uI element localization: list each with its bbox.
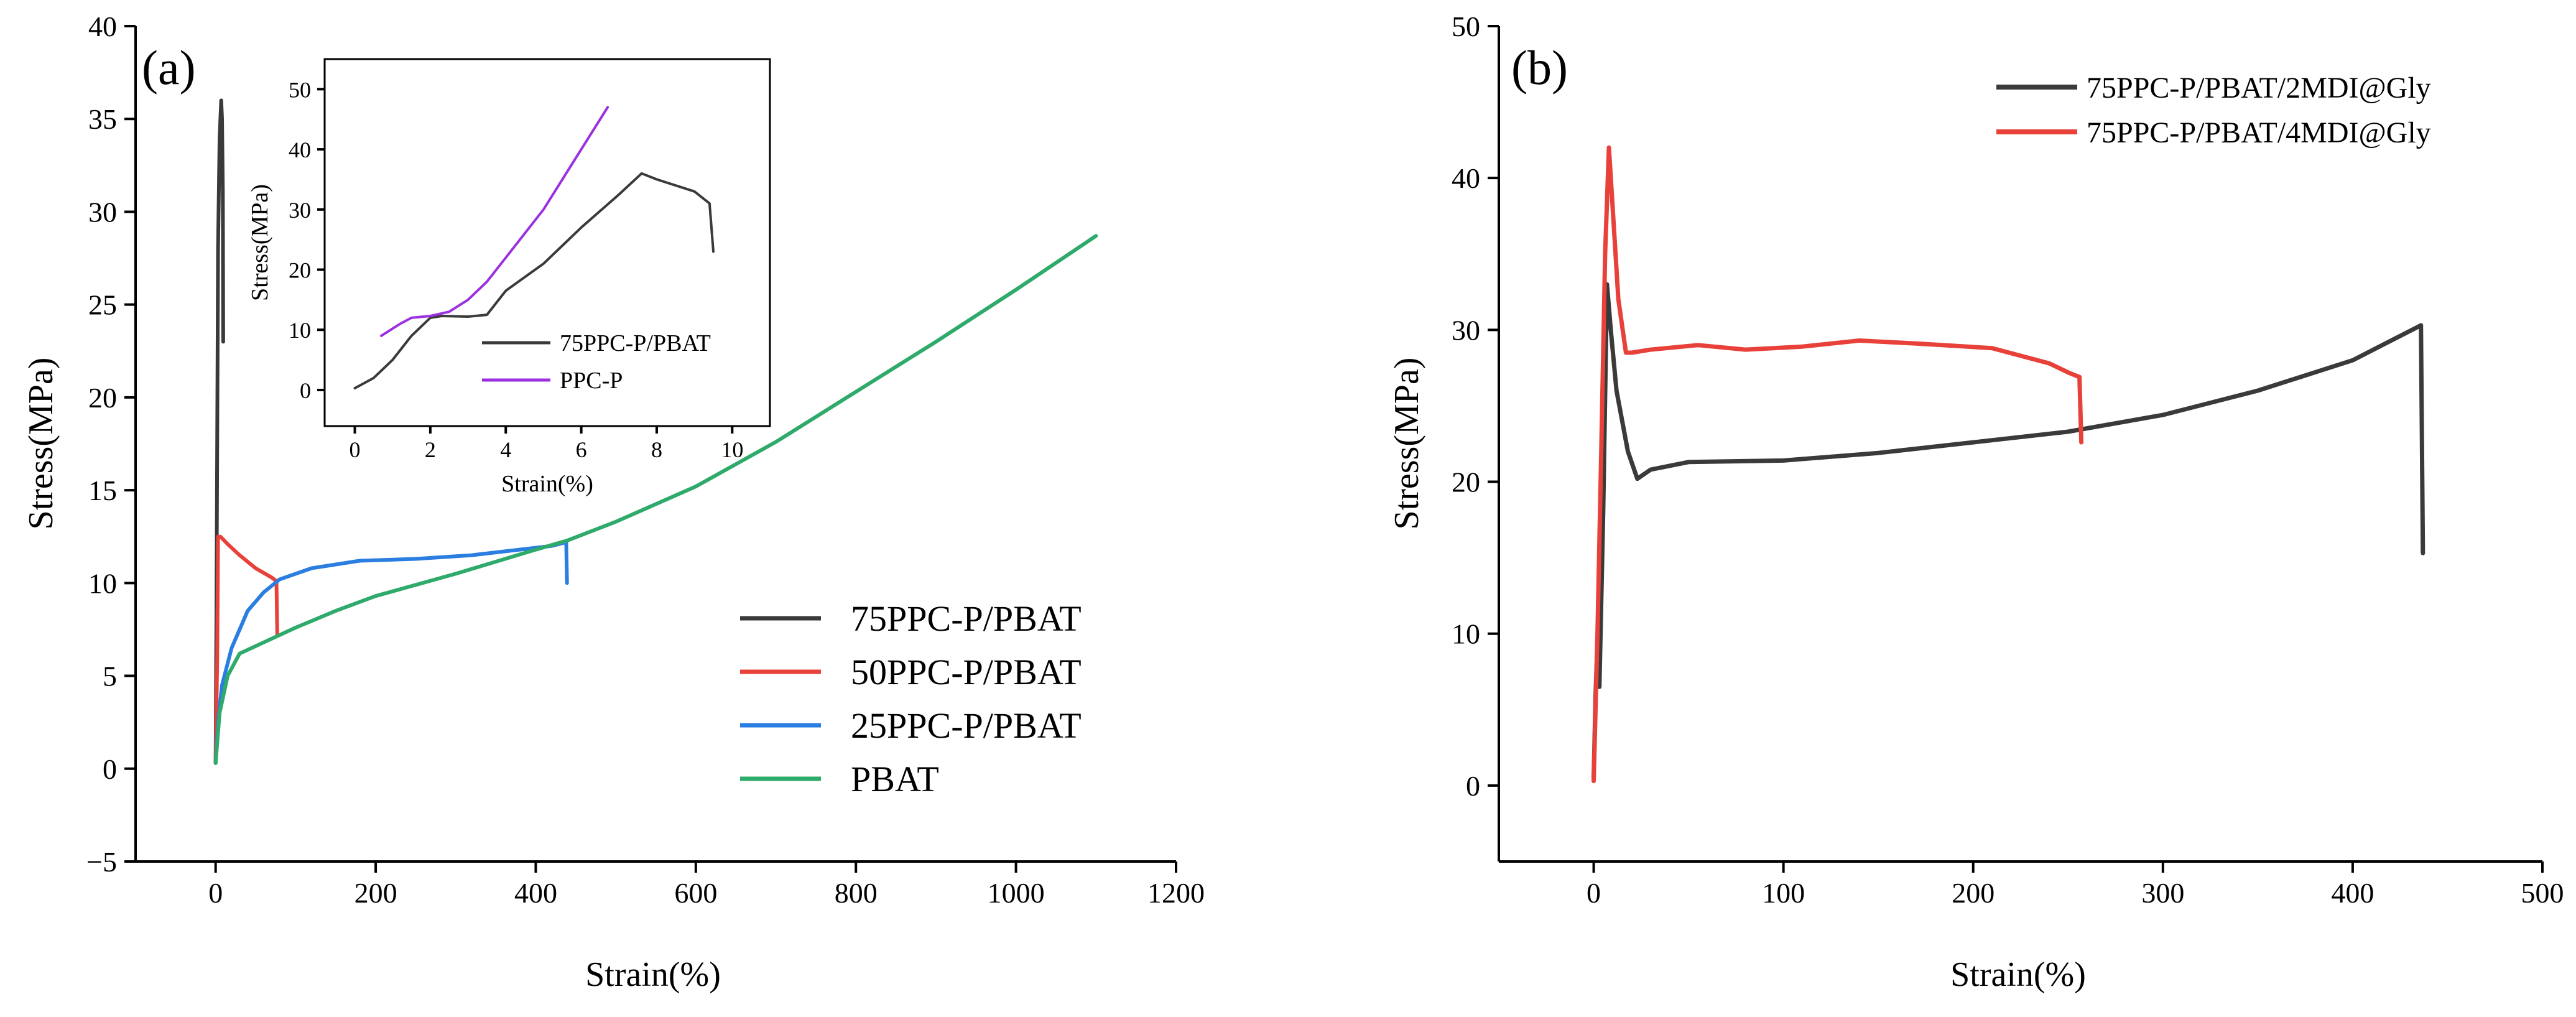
- inset-legend-label-1: 75PPC-P/PBAT: [560, 330, 711, 356]
- panel-b-axes: [1498, 26, 2542, 863]
- panel-a-legend: 75PPC-P/PBAT 50PPC-P/PBAT 25PPC-P/PBAT P…: [740, 598, 1082, 799]
- inset-x-ticks: 0 2 4 6 8 10: [350, 426, 743, 462]
- inset-frame: [323, 58, 771, 427]
- inset-x-tick-label: 2: [425, 437, 436, 462]
- inset-y-tick-label: 10: [289, 318, 311, 343]
- legend-b-label-2: 75PPC-P/PBAT/4MDI@Gly: [2087, 116, 2431, 149]
- inset-legend-item-2: PPC-P: [482, 368, 623, 394]
- panel-b-y-ticks: 0 10 20 30 40 50: [1452, 11, 1499, 802]
- panel-a-x-tick-label: 0: [208, 877, 223, 909]
- panel-b-y-axis-title: Stress(MPa): [1388, 358, 1426, 530]
- inset-y-tick-label: 30: [289, 198, 311, 223]
- panel-a-y-tick-label: 10: [88, 567, 117, 599]
- panel-b-x-tick-label: 400: [2331, 877, 2374, 909]
- inset-y-tick-label: 40: [289, 137, 311, 162]
- panel-a-inset-chart: 0 2 4 6 8 10 0 10 20 30 40 50 Strain(%) Stress(MPa…: [247, 58, 771, 497]
- panel-a-y-tick-label: 25: [88, 289, 117, 321]
- legend-a-label-1: 75PPC-P/PBAT: [851, 598, 1082, 639]
- legend-a-item-3: 25PPC-P/PBAT: [740, 705, 1082, 746]
- panel-a-x-axis-title: Strain(%): [585, 955, 721, 994]
- legend-a-item-4: PBAT: [740, 759, 939, 799]
- panel-b-y-tick-label: 50: [1452, 11, 1480, 42]
- legend-a-label-3: 25PPC-P/PBAT: [851, 705, 1082, 746]
- inset-legend-label-2: PPC-P: [560, 368, 623, 394]
- panel-a-series-line-2: [213, 534, 279, 765]
- panel-b-x-ticks: 0 100 200 300 400 500: [1587, 861, 2564, 909]
- inset-y-axis-title: Stress(MPa): [247, 184, 273, 301]
- panel-b-series-line-2: [1591, 145, 2084, 784]
- panel-b-y-tick-label: 0: [1466, 770, 1480, 802]
- legend-a-item-1: 75PPC-P/PBAT: [740, 598, 1082, 639]
- legend-b-item-1: 75PPC-P/PBAT/2MDI@Gly: [1996, 72, 2431, 104]
- panel-a-y-tick-label: 30: [88, 196, 117, 228]
- panel-b-y-tick-label: 20: [1452, 467, 1480, 498]
- inset-y-tick-label: 50: [289, 77, 311, 102]
- panel-a-x-ticks: 0 200 400 600 800 1000 1200: [208, 861, 1205, 909]
- legend-a-label-4: PBAT: [851, 759, 939, 799]
- panel-a-y-tick-label: 40: [88, 11, 117, 42]
- panel-b-x-tick-label: 0: [1587, 877, 1601, 909]
- panel-b-x-tick-label: 300: [2141, 877, 2184, 909]
- panel-a-series: [213, 98, 1098, 765]
- panel-b-y-tick-label: 40: [1452, 162, 1480, 194]
- panel-b-label: (b): [1511, 40, 1568, 95]
- panel-a-axes: [134, 26, 1176, 863]
- panel-b-x-tick-label: 500: [2521, 877, 2564, 909]
- panel-a-x-tick-label: 600: [674, 877, 717, 909]
- inset-y-tick-label: 20: [289, 258, 311, 283]
- panel-a-chart: 0 200 400 600 800 1000 1200 −50510152025303540…: [22, 11, 1205, 994]
- panel-b-y-tick-label: 30: [1452, 314, 1480, 346]
- panel-a-x-tick-label: 1200: [1147, 877, 1205, 909]
- panel-b-x-axis-title: Strain(%): [1950, 955, 2086, 994]
- legend-b-label-1: 75PPC-P/PBAT/2MDI@Gly: [2087, 72, 2431, 104]
- inset-x-tick-label: 6: [576, 437, 587, 462]
- panel-b-chart: 0 100 200 300 400 500 0 10 20 30 40 50 Strain(%) S…: [1388, 11, 2564, 994]
- panel-a-x-tick-label: 1000: [988, 877, 1045, 909]
- panel-a-series-line-4: [213, 234, 1098, 765]
- inset-legend: 75PPC-P/PBAT PPC-P: [482, 330, 711, 394]
- panel-b-x-tick-label: 200: [1952, 877, 1995, 909]
- legend-a-item-2: 50PPC-P/PBAT: [740, 652, 1082, 692]
- inset-series: [353, 106, 715, 390]
- legend-b-item-2: 75PPC-P/PBAT/4MDI@Gly: [1996, 116, 2431, 149]
- panel-a-x-tick-label: 400: [514, 877, 557, 909]
- legend-a-label-2: 50PPC-P/PBAT: [851, 652, 1082, 692]
- panel-a-y-tick-label: −5: [86, 846, 117, 878]
- panel-b-x-tick-label: 100: [1762, 877, 1805, 909]
- inset-x-tick-label: 0: [350, 437, 361, 462]
- panel-b-y-tick-label: 10: [1452, 618, 1480, 650]
- inset-y-ticks: 0 10 20 30 40 50: [289, 77, 325, 403]
- inset-series-line-2: [380, 106, 609, 337]
- inset-legend-item-1: 75PPC-P/PBAT: [482, 330, 711, 356]
- panel-a-x-tick-label: 800: [835, 877, 878, 909]
- panel-a-y-tick-label: 20: [88, 382, 117, 414]
- inset-x-tick-label: 8: [651, 437, 662, 462]
- inset-x-axis-title: Strain(%): [501, 471, 593, 497]
- panel-b-series: [1591, 145, 2425, 784]
- panel-a-y-tick-label: 0: [103, 753, 117, 785]
- panel-a-label: (a): [142, 40, 196, 95]
- panel-b-legend: 75PPC-P/PBAT/2MDI@Gly 75PPC-P/PBAT/4MDI@…: [1996, 72, 2431, 149]
- panel-b-series-line-1: [1591, 282, 2425, 781]
- panel-a-y-tick-label: 35: [88, 103, 117, 135]
- panel-a-y-tick-label: 15: [88, 475, 117, 506]
- panel-a-y-tick-label: 5: [103, 661, 117, 692]
- inset-x-tick-label: 10: [721, 437, 743, 462]
- panel-a-x-tick-label: 200: [354, 877, 397, 909]
- inset-y-tick-label: 0: [300, 378, 311, 403]
- panel-a-y-ticks: −5 0 5 10 15 20 25 30 35 40: [86, 11, 136, 878]
- panel-a-y-axis-title: Stress(MPa): [22, 358, 60, 530]
- inset-series-line-1: [353, 172, 715, 390]
- inset-x-tick-label: 4: [500, 437, 511, 462]
